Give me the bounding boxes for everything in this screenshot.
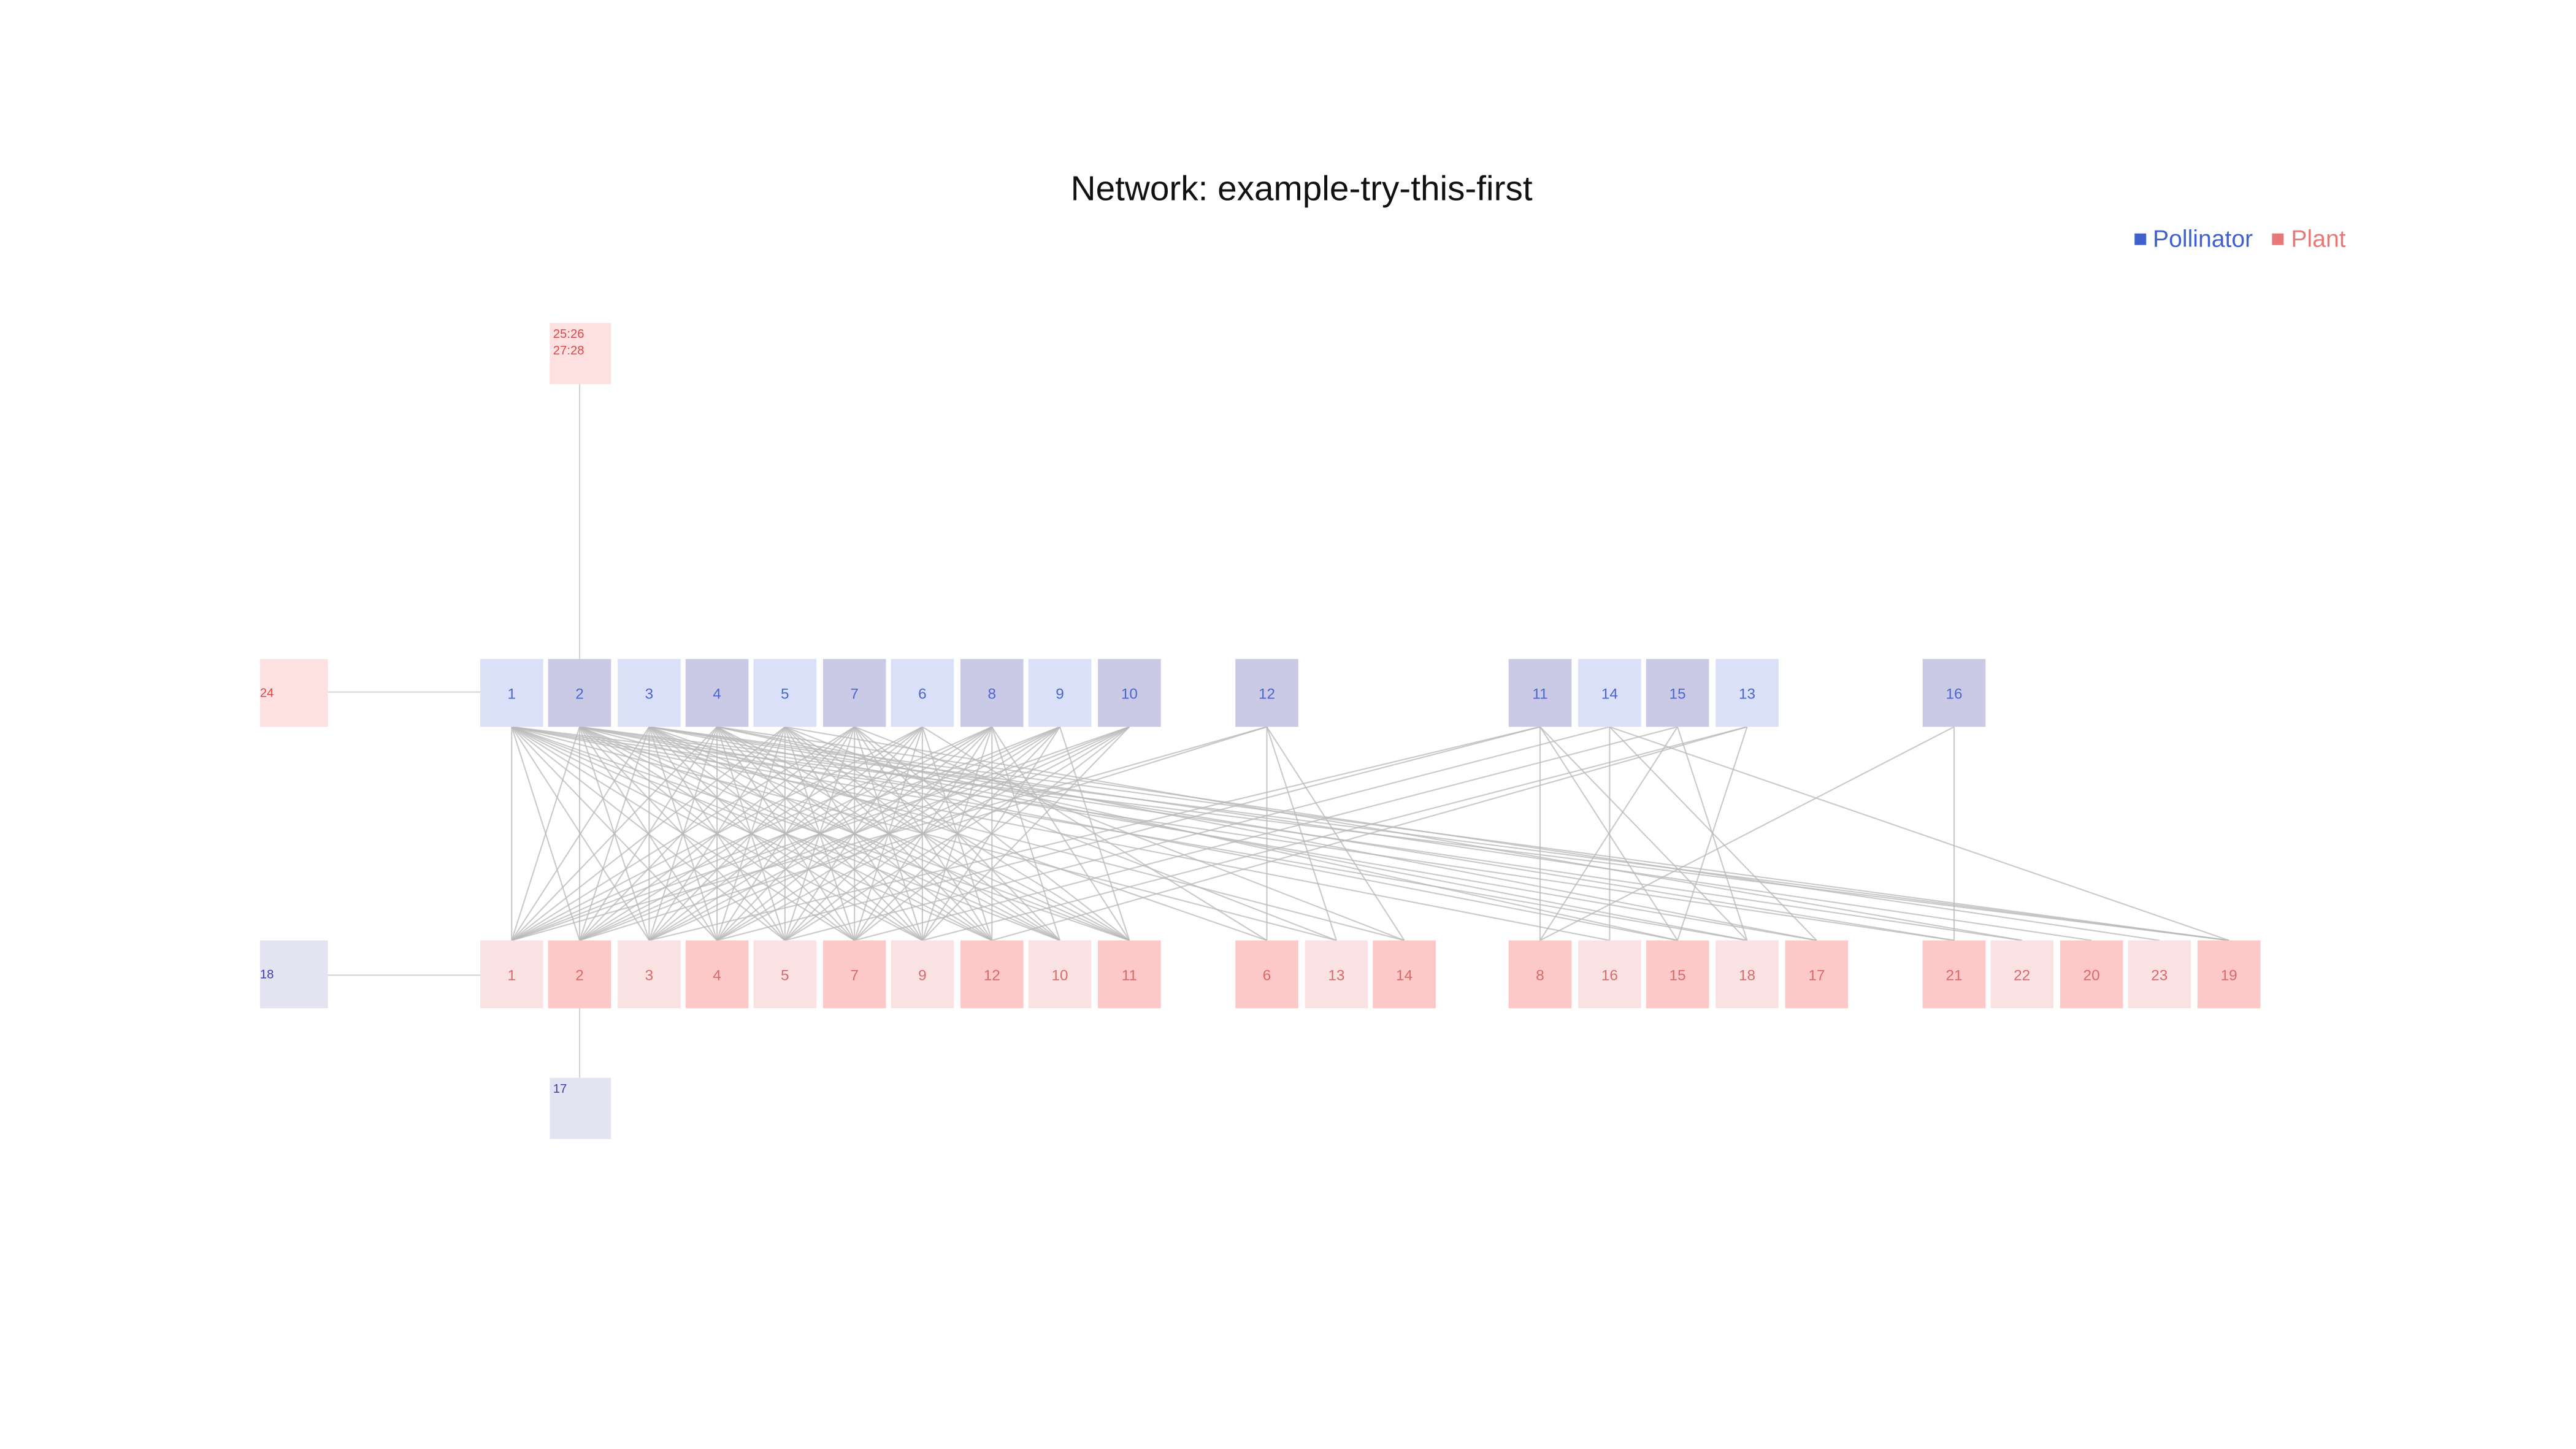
plant-node[interactable]: 15 bbox=[1646, 940, 1709, 1009]
plant-node[interactable]: 3 bbox=[618, 940, 681, 1009]
plant-node[interactable]: 16 bbox=[1578, 940, 1641, 1009]
legend-label-plant: Plant bbox=[2291, 226, 2346, 254]
plant-node-side[interactable]: 24 bbox=[259, 659, 328, 727]
interaction-edge bbox=[511, 726, 1060, 941]
plant-swatch-icon bbox=[2272, 233, 2285, 245]
interaction-edge bbox=[784, 726, 1610, 941]
plant-node[interactable]: 20 bbox=[2060, 940, 2123, 1009]
plant-node[interactable]: 8 bbox=[1508, 940, 1572, 1009]
plant-node[interactable]: 12 bbox=[960, 940, 1024, 1009]
pollinator-node[interactable]: 1 bbox=[480, 659, 543, 727]
plant-node[interactable]: 13 bbox=[1305, 940, 1368, 1009]
interaction-edge bbox=[784, 726, 1130, 941]
pollinator-node[interactable]: 4 bbox=[685, 659, 749, 727]
interaction-edge bbox=[1609, 726, 2229, 941]
plant-node[interactable]: 14 bbox=[1373, 940, 1436, 1009]
interaction-edge bbox=[1539, 726, 1748, 941]
interaction-edge bbox=[579, 726, 1130, 941]
interaction-edge bbox=[922, 726, 1130, 941]
interaction-edge bbox=[991, 726, 1130, 941]
interaction-edge bbox=[579, 726, 1267, 941]
interaction-edge bbox=[512, 726, 1955, 941]
plant-node[interactable]: 10 bbox=[1028, 940, 1092, 1009]
interaction-edge bbox=[511, 726, 581, 941]
plant-node[interactable]: 6 bbox=[1235, 940, 1298, 1009]
legend: Pollinator Plant bbox=[2134, 227, 2359, 253]
pollinator-node[interactable]: 11 bbox=[1508, 659, 1572, 727]
pollinator-node[interactable]: 8 bbox=[960, 659, 1024, 727]
plant-node[interactable]: 11 bbox=[1098, 940, 1161, 1009]
pollinator-node-side[interactable]: 18 bbox=[259, 940, 328, 1009]
pollinator-node[interactable]: 7 bbox=[822, 659, 886, 727]
pollinator-node[interactable]: 14 bbox=[1578, 659, 1641, 727]
interaction-edge bbox=[511, 726, 923, 941]
interaction-edge bbox=[1539, 726, 1955, 941]
interaction-edge bbox=[1266, 726, 1337, 941]
interaction-edge bbox=[511, 726, 1130, 941]
legend-label-pollinator: Pollinator bbox=[2153, 226, 2253, 254]
plant-node-group[interactable]: 25:26 27:28 bbox=[550, 323, 611, 384]
pollinator-node[interactable]: 2 bbox=[548, 659, 611, 727]
interaction-edge bbox=[992, 726, 1747, 941]
pollinator-node[interactable]: 16 bbox=[1922, 659, 1986, 727]
interaction-edge bbox=[1609, 726, 1817, 941]
interaction-edge bbox=[649, 726, 1541, 941]
plant-node[interactable]: 21 bbox=[1922, 940, 1986, 1009]
interaction-edge bbox=[1539, 726, 1679, 941]
pollinator-node[interactable]: 13 bbox=[1715, 659, 1779, 727]
interaction-edge bbox=[854, 726, 1678, 941]
pollinator-node[interactable]: 9 bbox=[1028, 659, 1092, 727]
pollinator-node[interactable]: 15 bbox=[1646, 659, 1709, 727]
plant-node[interactable]: 9 bbox=[891, 940, 954, 1009]
plant-node[interactable]: 2 bbox=[548, 940, 611, 1009]
plant-node[interactable]: 22 bbox=[1990, 940, 2053, 1009]
plant-node[interactable]: 5 bbox=[753, 940, 817, 1009]
pollinator-node[interactable]: 12 bbox=[1235, 659, 1298, 727]
interaction-edge bbox=[784, 726, 2022, 941]
plant-node[interactable]: 19 bbox=[2197, 940, 2261, 1009]
pollinator-node[interactable]: 10 bbox=[1098, 659, 1161, 727]
plant-node[interactable]: 1 bbox=[480, 940, 543, 1009]
plant-node[interactable]: 4 bbox=[685, 940, 749, 1009]
interaction-edge bbox=[511, 726, 718, 941]
interaction-edge bbox=[716, 726, 1541, 941]
interaction-edge bbox=[1677, 726, 1748, 941]
interaction-edge bbox=[922, 726, 1747, 941]
legend-item-pollinator[interactable]: Pollinator bbox=[2134, 227, 2253, 253]
pollinator-node[interactable]: 6 bbox=[891, 659, 954, 727]
interaction-edge bbox=[511, 726, 786, 941]
interaction-edge bbox=[854, 726, 1130, 941]
legend-item-plant[interactable]: Plant bbox=[2272, 226, 2346, 254]
plant-node[interactable]: 23 bbox=[2128, 940, 2191, 1009]
interaction-edge bbox=[511, 726, 855, 941]
plant-node[interactable]: 17 bbox=[1785, 940, 1849, 1009]
pollinator-node-bottom[interactable]: 17 bbox=[550, 1077, 611, 1139]
pollinator-node[interactable]: 5 bbox=[753, 659, 817, 727]
diagram-title: Network: example-try-this-first bbox=[1070, 170, 1533, 209]
plant-node[interactable]: 7 bbox=[822, 940, 886, 1009]
pollinator-node[interactable]: 3 bbox=[618, 659, 681, 727]
interaction-edge bbox=[512, 726, 1267, 941]
interaction-edge bbox=[511, 726, 650, 941]
interaction-edge bbox=[511, 726, 992, 941]
plant-node[interactable]: 18 bbox=[1715, 940, 1779, 1009]
pollinator-swatch-icon bbox=[2134, 233, 2147, 245]
